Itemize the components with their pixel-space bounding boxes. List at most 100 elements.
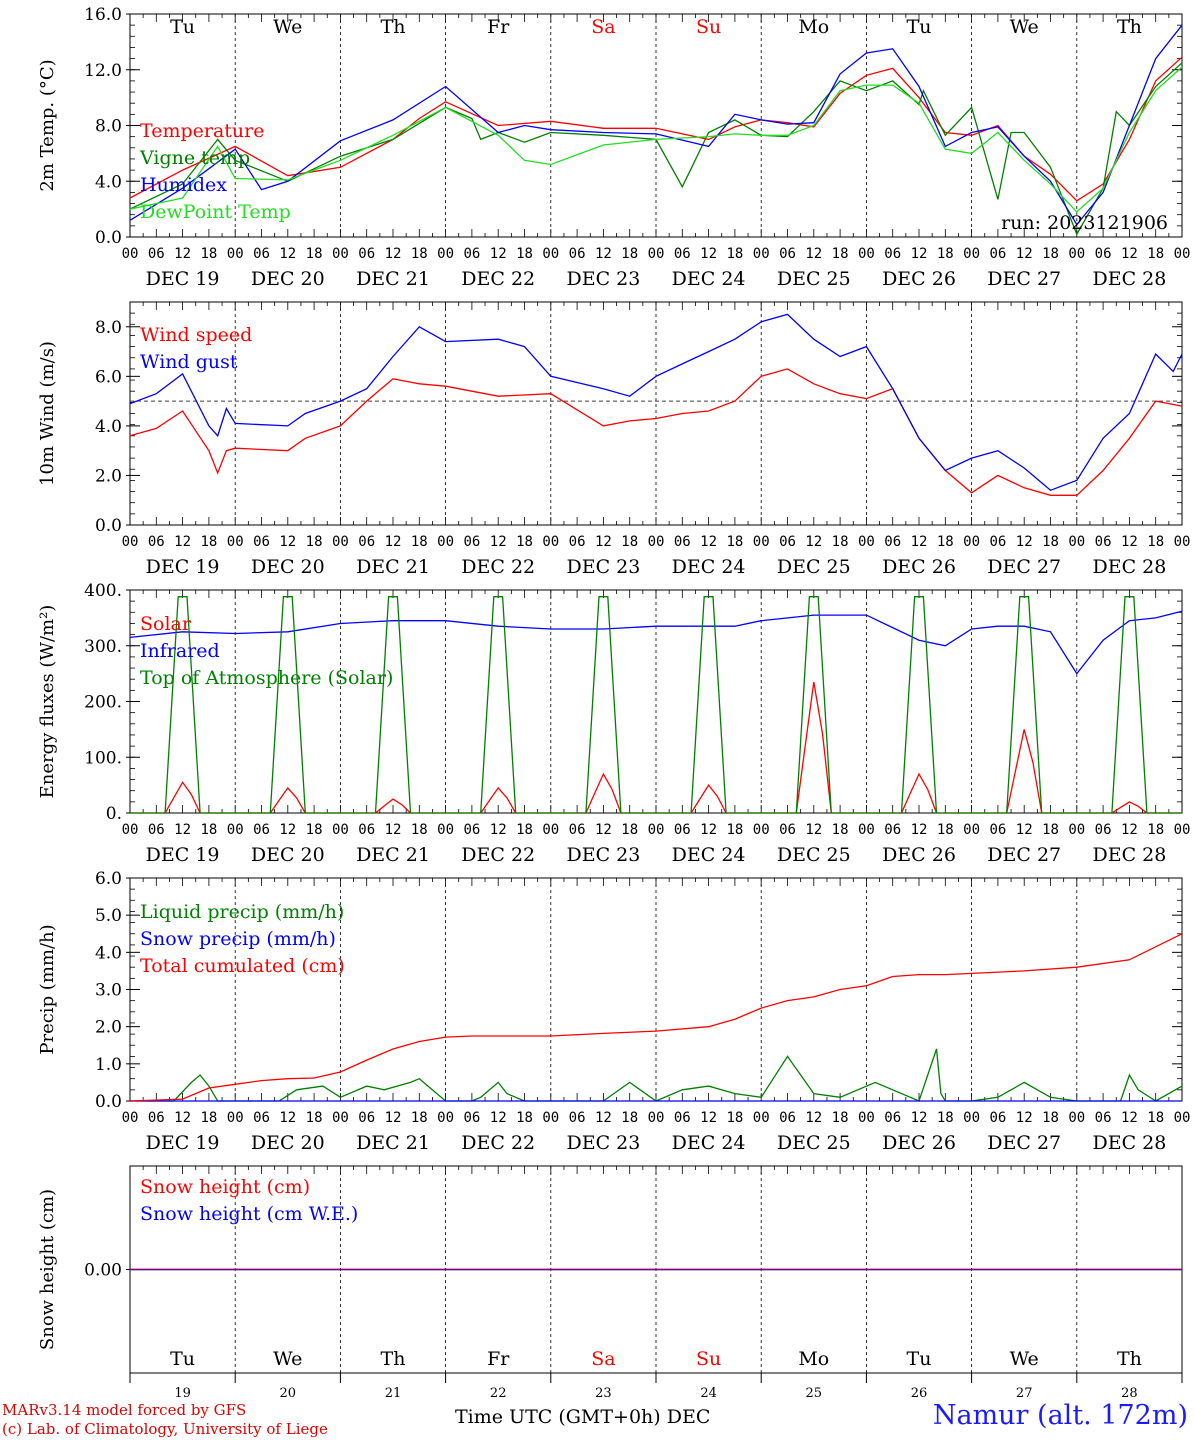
day-number-label: 27	[1016, 1386, 1033, 1400]
x-hour-label: 00	[227, 246, 244, 262]
x-hour-label: 00	[753, 534, 770, 550]
x-hour-label: 00	[122, 534, 139, 550]
x-hour-label: 18	[200, 1110, 217, 1126]
x-hour-label: 06	[989, 1110, 1006, 1126]
panel-5-y-label: Snow height (cm)	[37, 1189, 58, 1350]
day-label-bottom: Sa	[591, 1348, 615, 1370]
y-tick-label: 300.	[84, 637, 122, 657]
panel-3-y-label: Energy fluxes (W/m²)	[37, 605, 58, 799]
day-number-label: 24	[700, 1386, 717, 1400]
day-label-bottom: Su	[696, 1348, 721, 1370]
series-top-of-atmosphere-solar	[130, 596, 1182, 814]
y-tick-label: 0.	[106, 804, 122, 824]
x-hour-label: 18	[621, 822, 638, 838]
series-humidex	[129, 24, 1183, 226]
run-annotation: run: 2023121906	[1001, 212, 1168, 234]
x-hour-label: 12	[385, 534, 402, 550]
x-hour-label: 06	[674, 246, 691, 262]
day-label-bottom: Mo	[798, 1348, 829, 1370]
x-date-label: DEC 25	[777, 556, 851, 578]
x-hour-label: 12	[700, 246, 717, 262]
x-date-label: DEC 23	[566, 844, 640, 866]
x-hour-label: 12	[595, 822, 612, 838]
x-date-label: DEC 22	[461, 1132, 535, 1154]
x-hour-label: 00	[227, 822, 244, 838]
legend-humidex: Humidex	[140, 174, 227, 196]
x-hour-label: 18	[832, 1110, 849, 1126]
x-hour-label: 00	[1174, 1110, 1191, 1126]
x-hour-label: 00	[332, 534, 349, 550]
x-hour-label: 06	[463, 1110, 480, 1126]
x-hour-label: 00	[332, 822, 349, 838]
x-hour-label: 06	[253, 822, 270, 838]
x-hour-label: 12	[1121, 246, 1138, 262]
x-hour-label: 06	[884, 1110, 901, 1126]
y-tick-label: 8.0	[95, 318, 122, 338]
x-hour-label: 00	[648, 246, 665, 262]
x-hour-label: 00	[1068, 534, 1085, 550]
x-hour-label: 00	[1068, 822, 1085, 838]
x-hour-label: 18	[200, 534, 217, 550]
x-hour-label: 00	[1068, 1110, 1085, 1126]
x-hour-label: 18	[726, 1110, 743, 1126]
y-tick-label: 0.00	[84, 1261, 122, 1281]
x-hour-label: 12	[1016, 534, 1033, 550]
x-date-label: DEC 27	[987, 844, 1061, 866]
x-hour-label: 12	[279, 534, 296, 550]
x-hour-label: 06	[1095, 534, 1112, 550]
x-hour-label: 00	[227, 1110, 244, 1126]
x-hour-label: 12	[595, 246, 612, 262]
x-hour-label: 18	[1147, 822, 1164, 838]
x-date-label: DEC 20	[251, 268, 325, 290]
x-hour-label: 00	[963, 1110, 980, 1126]
x-hour-label: 06	[884, 822, 901, 838]
y-tick-label: 5.0	[95, 906, 122, 926]
x-hour-label: 06	[1095, 822, 1112, 838]
x-hour-label: 12	[595, 534, 612, 550]
x-hour-label: 00	[963, 822, 980, 838]
y-tick-label: 100.	[84, 748, 122, 768]
x-hour-label: 00	[437, 246, 454, 262]
panel-4-y-label: Precip (mm/h)	[37, 924, 58, 1054]
y-tick-label: 0.0	[95, 228, 122, 248]
x-hour-label: 12	[279, 822, 296, 838]
legend-wind-gust: Wind gust	[140, 351, 238, 373]
day-number-label: 25	[806, 1386, 823, 1400]
legend-dewpoint-temp: DewPoint Temp	[140, 201, 291, 223]
y-tick-label: 4.0	[95, 172, 122, 192]
x-hour-label: 12	[1121, 822, 1138, 838]
x-hour-label: 06	[779, 822, 796, 838]
x-hour-label: 00	[963, 534, 980, 550]
legend-total-cumulated-cm: Total cumulated (cm)	[140, 955, 345, 977]
x-date-label: DEC 28	[1092, 844, 1166, 866]
legend-temperature: Temperature	[140, 120, 264, 142]
x-hour-label: 18	[306, 534, 323, 550]
x-hour-label: 06	[253, 1110, 270, 1126]
day-label-top: Tu	[907, 16, 932, 38]
x-date-label: DEC 28	[1092, 268, 1166, 290]
day-label-top: Th	[1117, 16, 1142, 38]
x-hour-label: 06	[1095, 1110, 1112, 1126]
day-label-bottom: Fr	[487, 1348, 510, 1370]
x-hour-label: 06	[358, 1110, 375, 1126]
y-tick-label: 1.0	[95, 1055, 122, 1075]
day-label-top: Sa	[591, 16, 615, 38]
x-hour-label: 12	[700, 822, 717, 838]
legend-liquid-precip-mm-h: Liquid precip (mm/h)	[140, 901, 344, 923]
y-tick-label: 8.0	[95, 117, 122, 137]
x-hour-label: 18	[1042, 1110, 1059, 1126]
panel-2-frame	[129, 301, 1183, 526]
x-date-label: DEC 21	[356, 844, 430, 866]
x-hour-label: 12	[805, 1110, 822, 1126]
x-hour-label: 06	[674, 822, 691, 838]
x-hour-label: 00	[858, 246, 875, 262]
x-hour-label: 00	[122, 822, 139, 838]
x-hour-label: 18	[411, 1110, 428, 1126]
x-hour-label: 18	[726, 822, 743, 838]
x-hour-label: 00	[648, 1110, 665, 1126]
x-hour-label: 00	[332, 1110, 349, 1126]
day-label-top: Tu	[170, 16, 195, 38]
x-hour-label: 06	[569, 822, 586, 838]
x-hour-label: 12	[490, 246, 507, 262]
day-number-label: 21	[385, 1386, 402, 1400]
